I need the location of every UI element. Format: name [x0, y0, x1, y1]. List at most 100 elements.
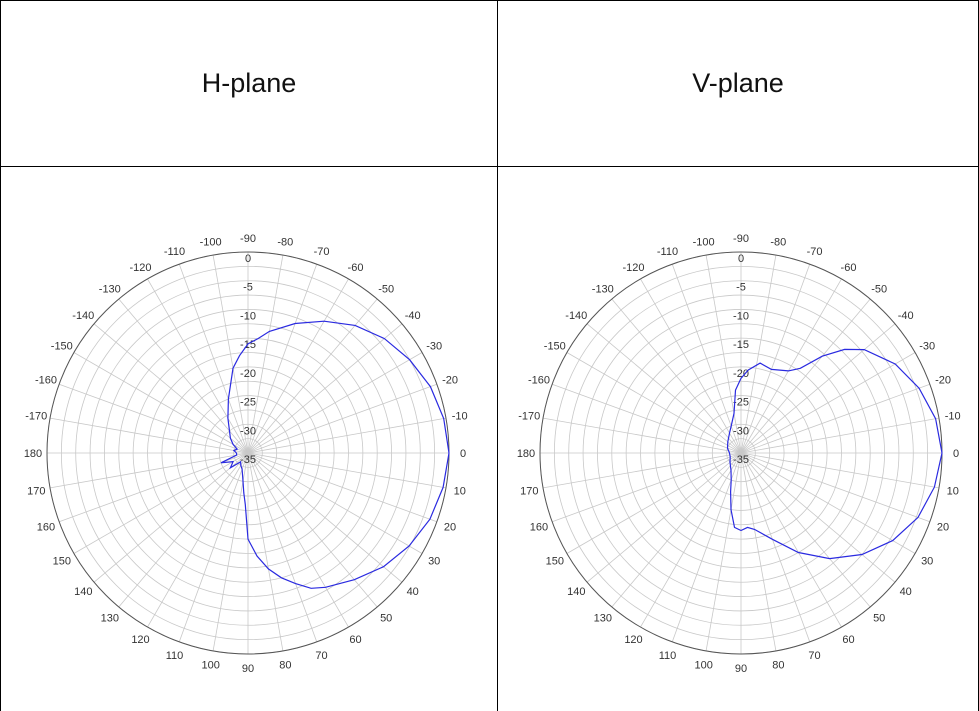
grid-spoke: [740, 263, 811, 454]
angle-tick-label: -30: [919, 341, 935, 353]
angle-tick-label: -10: [945, 411, 961, 423]
radial-tick-label: -35: [240, 454, 256, 466]
angle-tick-label: 110: [659, 650, 677, 662]
grid-spoke: [118, 298, 249, 454]
grid-spoke: [247, 383, 438, 454]
angle-tick-label: -140: [72, 310, 94, 322]
radial-tick-label: -25: [733, 397, 749, 409]
radial-tick-label: -10: [240, 310, 256, 322]
angle-tick-label: 60: [842, 634, 854, 646]
angle-tick-label: 80: [772, 660, 784, 672]
angle-tick-label: -120: [622, 262, 644, 274]
grid-spoke: [740, 452, 896, 583]
grid-spoke: [551, 452, 742, 523]
pattern-trace: [726, 348, 943, 560]
header-h-plane: H-plane: [201, 67, 297, 98]
angle-tick-label: -90: [240, 233, 256, 245]
angle-tick-label: -90: [733, 233, 749, 245]
angle-tick-label: 20: [937, 522, 949, 534]
grid-spoke: [566, 352, 742, 454]
angle-tick-label: -80: [277, 236, 293, 248]
angle-tick-label: -130: [99, 283, 121, 295]
h-plane-polar-plot: -170-160-150-140-130-120-110-100 -90 -80-7…: [24, 233, 468, 675]
grid-spoke: [147, 278, 249, 454]
angle-tick-label: 70: [315, 650, 327, 662]
angle-tick-label: -50: [871, 283, 887, 295]
grid-spoke: [586, 452, 742, 583]
grid-spoke: [705, 254, 742, 454]
angle-tick-label: 130: [101, 613, 119, 625]
angle-tick-label: -50: [378, 283, 394, 295]
grid-spoke: [58, 452, 249, 523]
radial-tick-label: -35: [733, 454, 749, 466]
angle-tick-label: 80: [279, 660, 291, 672]
angle-tick-label: 0: [460, 448, 466, 460]
angle-tick-label: 40: [407, 586, 419, 598]
angle-tick-label: 180: [24, 448, 42, 460]
grid-spoke: [247, 452, 438, 523]
grid-spoke: [49, 417, 249, 454]
radial-tick-label: -10: [733, 310, 749, 322]
angle-tick-label: 130: [594, 613, 612, 625]
angle-tick-label: 170: [520, 485, 538, 497]
grid-spoke: [247, 323, 403, 454]
grid-spoke: [93, 323, 249, 454]
grid-spoke: [740, 452, 916, 554]
angle-tick-label: 90: [242, 663, 254, 675]
angle-tick-label: -160: [528, 374, 550, 386]
angle-tick-label: 50: [873, 613, 885, 625]
angle-tick-label: 20: [444, 522, 456, 534]
pattern-trace: [220, 320, 450, 589]
grid-spoke: [611, 452, 742, 608]
angle-tick-label: -30: [426, 341, 442, 353]
grid-spoke: [178, 263, 249, 454]
radial-tick-label: -30: [733, 425, 749, 437]
angle-tick-label: 110: [166, 650, 184, 662]
grid-spoke: [671, 452, 742, 643]
angle-tick-label: -130: [592, 283, 614, 295]
angle-tick-label: -120: [129, 262, 151, 274]
angle-tick-label: 50: [380, 613, 392, 625]
grid-spoke: [118, 452, 249, 608]
grid-spoke: [740, 452, 777, 652]
table-divider-horizontal: [0, 166, 979, 167]
angle-tick-label: 90: [735, 663, 747, 675]
angle-tick-label: -40: [898, 310, 914, 322]
grid-spoke: [73, 452, 249, 554]
grid-spoke: [93, 452, 249, 583]
radial-tick-label: 0: [738, 253, 744, 265]
grid-spoke: [247, 452, 349, 628]
grid-spoke: [740, 452, 871, 608]
grid-spoke: [740, 452, 842, 628]
angle-tick-label: -70: [807, 246, 823, 258]
grid-spoke: [740, 452, 940, 489]
grid-spoke: [566, 452, 742, 554]
angle-tick-label: 70: [808, 650, 820, 662]
grid-spoke: [740, 278, 842, 454]
angle-tick-label: -20: [442, 374, 458, 386]
grid-spoke: [640, 452, 742, 628]
grid-spoke: [247, 452, 423, 554]
angle-tick-label: 150: [53, 556, 71, 568]
angle-tick-label: -20: [935, 374, 951, 386]
radial-tick-label: 0: [245, 253, 251, 265]
radial-tick-label: -20: [733, 368, 749, 380]
grid-spoke: [740, 383, 931, 454]
angle-tick-label: 180: [517, 448, 535, 460]
angle-tick-label: -10: [452, 411, 468, 423]
table-divider-vertical: [497, 0, 498, 711]
grid-spoke: [740, 452, 931, 523]
angle-tick-label: 10: [947, 485, 959, 497]
angle-tick-label: 150: [546, 556, 564, 568]
angle-tick-label: 140: [74, 586, 92, 598]
angle-tick-label: 30: [921, 556, 933, 568]
grid-spoke: [58, 383, 249, 454]
grid-spoke: [178, 452, 249, 643]
grid-spoke: [247, 452, 318, 643]
angle-tick-label: -100: [693, 236, 715, 248]
angle-tick-label: 0: [953, 448, 959, 460]
v-plane-polar-plot: -170-160-150-140-130-120-110-100 -90 -80-7…: [517, 233, 961, 675]
grid-spoke: [611, 298, 742, 454]
angle-tick-label: 120: [624, 634, 642, 646]
